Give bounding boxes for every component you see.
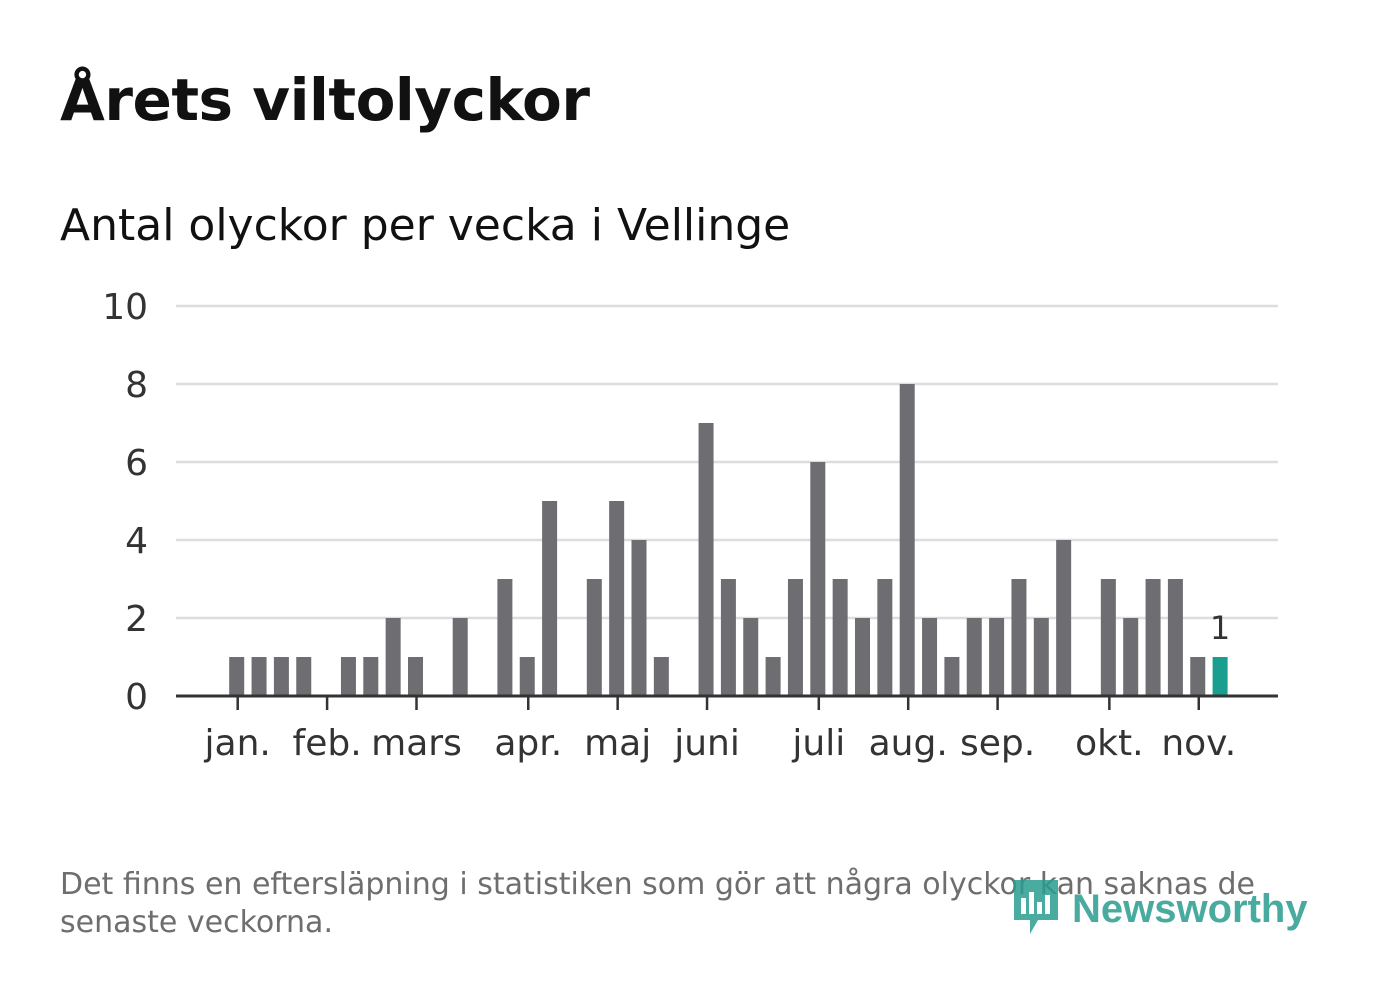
x-tick-label: sep. [960, 723, 1035, 764]
bar [966, 618, 982, 696]
y-axis-ticks: 0 2 4 6 8 10 [102, 287, 148, 718]
bar [519, 657, 535, 696]
bar [542, 501, 558, 696]
y-tick-label: 2 [125, 599, 148, 640]
y-tick-label: 8 [125, 365, 148, 406]
x-tick-label: juni [673, 723, 740, 764]
bar [653, 657, 669, 696]
bar [1123, 618, 1139, 696]
bar [922, 618, 938, 696]
bar [408, 657, 423, 696]
newsworthy-logo-icon [1014, 880, 1058, 934]
bar [698, 423, 714, 696]
bar [810, 462, 826, 696]
bar [385, 618, 401, 696]
x-tick-label: juli [791, 723, 845, 764]
bar [944, 657, 960, 696]
brand-name: Newsworthy [1072, 886, 1308, 931]
x-tick-label: aug. [869, 723, 948, 764]
bar-chart: 0 2 4 6 8 10 1 jan. feb. mars apr. maj juni juli aug… [102, 287, 1278, 764]
bar [765, 657, 781, 696]
bar-highlight [1212, 657, 1228, 696]
bar [363, 657, 379, 696]
y-tick-label: 0 [125, 677, 148, 718]
bar [899, 384, 915, 696]
x-tick-label: okt. [1075, 723, 1143, 764]
bar [1100, 579, 1116, 696]
y-tick-label: 6 [125, 443, 148, 484]
bar [497, 579, 513, 696]
bar [586, 579, 602, 696]
bar [832, 579, 848, 696]
bar [1167, 579, 1183, 696]
brand-logo: Newsworthy [1010, 876, 1308, 942]
bar [609, 501, 625, 696]
x-tick-label: nov. [1161, 723, 1236, 764]
x-tick-label: feb. [293, 723, 362, 764]
bar [1033, 618, 1049, 696]
bar [631, 540, 647, 696]
x-tick-label: jan. [204, 723, 271, 764]
grid-lines [176, 304, 1278, 620]
bar [720, 579, 736, 696]
y-tick-label: 10 [102, 287, 148, 328]
x-tick-label: mars [371, 723, 462, 764]
page-title: Årets viltolyckor [60, 66, 590, 134]
x-tick-label: apr. [494, 723, 562, 764]
bar [229, 657, 245, 696]
bars: 1 [229, 384, 1230, 696]
bar [787, 579, 803, 696]
bar [855, 618, 870, 696]
x-tick-label: maj [584, 723, 651, 764]
bar [340, 657, 356, 696]
bar [743, 618, 759, 696]
bar [1190, 657, 1206, 696]
highlight-value-label: 1 [1210, 609, 1230, 647]
x-axis-ticks: jan. feb. mars apr. maj juni juli aug. sep. okt. n… [204, 696, 1236, 764]
bar [989, 618, 1005, 696]
chart-subtitle: Antal olyckor per vecka i Vellinge [60, 200, 791, 251]
bar [1145, 579, 1161, 696]
bar [251, 657, 267, 696]
y-tick-label: 4 [125, 521, 148, 562]
bar [1011, 579, 1027, 696]
bar [296, 657, 312, 696]
bar [452, 618, 468, 696]
bar [1056, 540, 1072, 696]
bar [877, 579, 893, 696]
bar [273, 657, 289, 696]
